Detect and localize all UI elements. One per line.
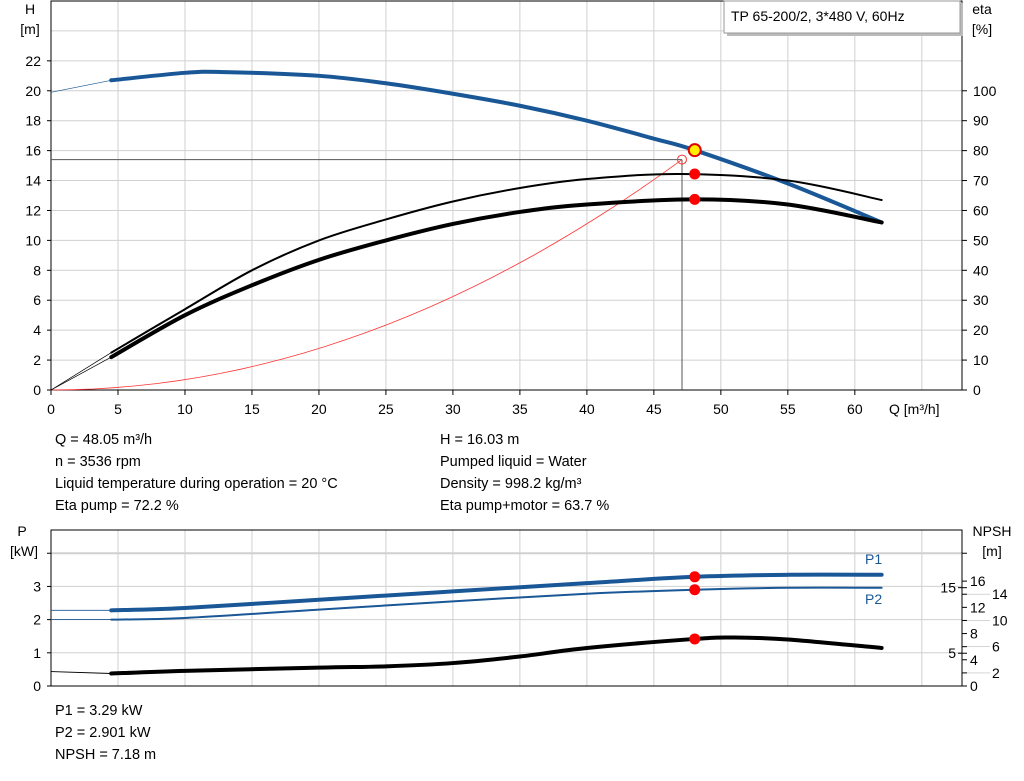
eta-pump-motor-duty-marker	[689, 193, 701, 205]
p2-curve	[110, 586, 883, 621]
y-tick-label-left: 2	[33, 612, 41, 628]
y-axis-label-right: NPSH	[973, 523, 1012, 539]
p2-duty-marker	[689, 584, 701, 596]
eta-pump-motor-curve	[109, 197, 884, 360]
eta-pump-curve	[110, 172, 883, 354]
npsh-curve-extrapolated	[50, 671, 112, 674]
eta-pump-duty-marker	[689, 168, 701, 180]
y-tick-label-right: 60	[973, 202, 989, 218]
info-liquid: Pumped liquid = Water	[440, 454, 587, 470]
eta-pump-curve-extrapolated	[50, 352, 112, 391]
eta-pump-motor-curve-extrapolated	[50, 356, 112, 391]
y-tick-label-right: 100	[973, 83, 997, 99]
y-tick-label-right: 16	[970, 573, 986, 589]
y-tick-label-right: 5	[948, 645, 956, 661]
y-tick-label-left: 0	[33, 678, 41, 694]
y-tick-label-right: 30	[973, 292, 989, 308]
x-tick-label: 60	[847, 401, 863, 417]
y-tick-label-left: 20	[25, 83, 41, 99]
y-tick-label-right: 4	[970, 652, 978, 668]
x-tick-label: 10	[177, 401, 193, 417]
chart-title: TP 65-200/2, 3*480 V, 60Hz	[731, 8, 905, 24]
head-curve-extrapolated	[50, 79, 112, 93]
system-curve	[50, 159, 683, 391]
y-tick-label-left: 0	[33, 382, 41, 398]
y-tick-label-right: 40	[973, 262, 989, 278]
y-tick-label-right: 6	[992, 639, 1000, 655]
x-tick-label: 35	[512, 401, 528, 417]
plot-frame	[50, 529, 963, 687]
plot-frame	[50, 0, 963, 391]
x-tick-label: 40	[579, 401, 595, 417]
info-head: H = 16.03 m	[440, 432, 520, 448]
x-tick-label: 15	[244, 401, 260, 417]
y-axis-unit-left: [kW]	[10, 543, 38, 559]
y-axis-unit-right: [m]	[982, 543, 1001, 559]
y-axis-label-left: P	[17, 523, 26, 539]
y-axis-label-left: H	[25, 1, 35, 17]
y-tick-label-left: 3	[33, 578, 41, 594]
y-tick-label-right: 90	[973, 113, 989, 129]
p1-curve	[109, 572, 884, 613]
y-tick-label-left: 22	[25, 53, 41, 69]
x-tick-label: 5	[114, 401, 122, 417]
y-tick-label-right: 0	[970, 678, 978, 694]
x-tick-label: 20	[311, 401, 327, 417]
y-tick-label-left: 8	[33, 262, 41, 278]
y-tick-label-left: 4	[33, 322, 41, 338]
y-tick-label-left: 6	[33, 292, 41, 308]
x-tick-label: 0	[47, 401, 55, 417]
info-eta-pump-motor: Eta pump+motor = 63.7 %	[440, 498, 610, 514]
y-tick-label-left: 1	[33, 645, 41, 661]
info-temperature: Liquid temperature during operation = 20…	[55, 476, 338, 492]
y-tick-label-right: 80	[973, 143, 989, 159]
y-tick-label-right: 15	[940, 580, 956, 596]
x-tick-label: 25	[378, 401, 394, 417]
y-tick-label-left: 18	[25, 113, 41, 129]
y-tick-label-right: 12	[970, 599, 986, 615]
x-tick-label: 55	[780, 401, 796, 417]
y-tick-label-left: 12	[25, 202, 41, 218]
head-curve	[109, 69, 884, 225]
info-density: Density = 998.2 kg/m³	[440, 476, 582, 492]
y-tick-label-left: 10	[25, 232, 41, 248]
y-axis-unit-left: [m]	[20, 21, 39, 37]
y-tick-label-left: 16	[25, 143, 41, 159]
y-tick-label-right: 70	[973, 173, 989, 189]
x-axis-label: Q [m³/h]	[889, 401, 940, 417]
y-axis-label-right: eta	[972, 1, 992, 17]
info-speed: n = 3536 rpm	[55, 454, 141, 470]
y-tick-label-left: 14	[25, 173, 41, 189]
y-tick-label-right: 14	[992, 586, 1008, 602]
x-tick-label: 50	[713, 401, 729, 417]
y-tick-label-right: 20	[973, 322, 989, 338]
y-tick-label-right: 8	[970, 626, 978, 642]
y-tick-label-right: 10	[992, 612, 1008, 628]
duty-point-marker	[687, 143, 702, 158]
y-tick-label-right: 2	[992, 665, 1000, 681]
npsh-curve	[109, 635, 884, 676]
npsh-duty-marker	[689, 633, 701, 645]
x-tick-label: 45	[646, 401, 662, 417]
required-point-marker	[677, 154, 688, 165]
info-q: Q = 48.05 m³/h	[55, 432, 153, 448]
y-tick-label-right: 0	[973, 382, 981, 398]
p1-duty-marker	[689, 571, 701, 583]
x-tick-label: 30	[445, 401, 461, 417]
y-tick-label-left: 2	[33, 352, 41, 368]
y-tick-label-right: 10	[973, 352, 989, 368]
info-npsh: NPSH = 7.18 m	[55, 747, 157, 763]
p2-series-label: P2	[865, 591, 882, 607]
y-axis-unit-right: [%]	[972, 21, 992, 37]
info-eta-pump: Eta pump = 72.2 %	[55, 498, 179, 514]
info-p2: P2 = 2.901 kW	[55, 725, 151, 741]
p1-series-label: P1	[865, 551, 882, 567]
info-p1: P1 = 3.29 kW	[55, 703, 143, 719]
y-tick-label-right: 50	[973, 232, 989, 248]
title-box	[723, 0, 961, 34]
